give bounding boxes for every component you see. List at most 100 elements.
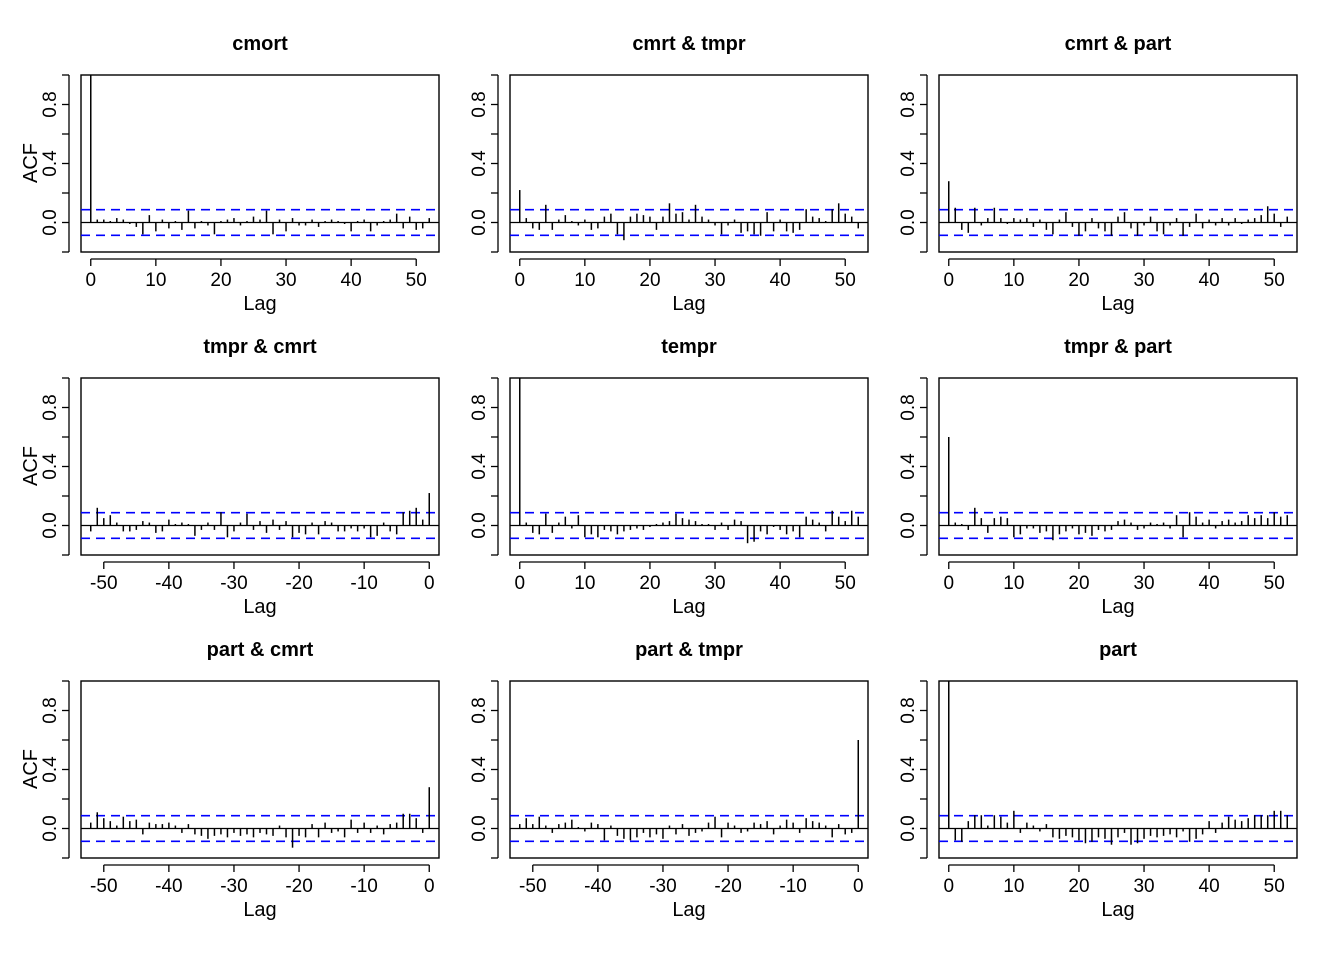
plot-frame [938,74,1298,253]
x-axis-label: Lag [1101,293,1134,315]
x-tick-label: 20 [639,573,660,594]
plot-frame [509,680,869,859]
y-tick-label: 0.8 [469,91,490,117]
y-tick-label: 0.0 [40,209,61,235]
acf-panel-3: tmpr & cmrt -50 -40 -30 -20 -10 0 Lag 0.0 0.4 0.8 A… [20,336,440,618]
x-tick-label: 0 [943,573,954,594]
y-tick-label: 0.8 [898,697,919,723]
x-tick-label: 30 [275,270,296,291]
y-tick-label: 0.0 [469,512,490,538]
x-tick-label: 40 [341,270,362,291]
x-tick-label: 30 [704,270,725,291]
y-tick-label: 0.4 [40,150,61,177]
panel-title: part [1099,639,1137,661]
x-axis-label: Lag [243,899,276,921]
y-tick-label: 0.4 [898,453,919,480]
acf-panel-2: cmrt & part 0 10 20 30 40 50 Lag 0.0 0.4 0.8 [898,33,1298,315]
x-tick-label: 0 [943,876,954,897]
plot-frame [509,377,869,556]
x-tick-label: 50 [406,270,427,291]
x-axis-label: Lag [243,293,276,315]
x-tick-label: 0 [853,876,864,897]
y-tick-label: 0.8 [469,394,490,420]
panel-title: tmpr & cmrt [203,336,317,358]
plot-frame [509,74,869,253]
x-tick-label: 50 [835,573,856,594]
x-tick-label: -20 [285,876,312,897]
x-axis-label: Lag [1101,596,1134,618]
x-tick-label: -50 [90,573,117,594]
acf-panel-5: tmpr & part 0 10 20 30 40 50 Lag 0.0 0.4 0.8 [898,336,1298,618]
x-tick-label: -50 [90,876,117,897]
panel-title: part & tmpr [635,639,743,661]
x-tick-label: 40 [1199,270,1220,291]
x-axis-label: Lag [672,596,705,618]
y-tick-label: 0.8 [898,91,919,117]
x-tick-label: 10 [145,270,166,291]
x-tick-label: 50 [835,270,856,291]
x-tick-label: 20 [1068,876,1089,897]
x-tick-label: 10 [574,270,595,291]
y-tick-label: 0.8 [40,91,61,117]
x-tick-label: 40 [770,270,791,291]
x-tick-label: 40 [1199,876,1220,897]
x-tick-label: 30 [1133,270,1154,291]
x-tick-label: 30 [704,573,725,594]
x-tick-label: -10 [350,573,377,594]
x-axis-label: Lag [1101,899,1134,921]
x-tick-label: 30 [1133,573,1154,594]
x-tick-label: 0 [424,876,435,897]
y-tick-label: 0.4 [469,453,490,480]
x-axis-label: Lag [672,293,705,315]
acf-panel-8: part 0 10 20 30 40 50 Lag 0.0 0.4 0.8 [898,639,1298,921]
y-tick-label: 0.8 [40,394,61,420]
plot-frame [80,74,440,253]
x-tick-label: 20 [1068,270,1089,291]
y-axis-label: ACF [20,143,42,183]
y-axis-label: ACF [20,749,42,789]
x-tick-label: 40 [1199,573,1220,594]
x-tick-label: -40 [155,876,182,897]
y-tick-label: 0.8 [40,697,61,723]
x-tick-label: 20 [639,270,660,291]
y-tick-label: 0.4 [469,756,490,783]
plot-frame [938,680,1298,859]
x-tick-label: 40 [770,573,791,594]
y-tick-label: 0.0 [898,512,919,538]
y-tick-label: 0.0 [898,815,919,841]
acf-panel-0: cmort 0 10 20 30 40 50 Lag 0.0 0.4 0.8 ACF [20,33,440,315]
y-tick-label: 0.8 [898,394,919,420]
y-tick-label: 0.0 [469,815,490,841]
x-tick-label: 0 [85,270,96,291]
plot-frame [938,377,1298,556]
y-tick-label: 0.4 [898,756,919,783]
x-tick-label: 0 [514,573,525,594]
y-tick-label: 0.4 [469,150,490,177]
x-tick-label: -10 [350,876,377,897]
x-tick-label: 20 [1068,573,1089,594]
x-tick-label: 10 [1003,573,1024,594]
x-tick-label: 0 [943,270,954,291]
x-tick-label: 50 [1264,876,1285,897]
y-tick-label: 0.4 [40,453,61,480]
plot-frame [80,377,440,556]
y-tick-label: 0.0 [469,209,490,235]
panel-title: cmrt & tmpr [632,33,746,55]
y-axis-label: ACF [20,446,42,486]
x-tick-label: 30 [1133,876,1154,897]
x-tick-label: 20 [210,270,231,291]
x-tick-label: 10 [574,573,595,594]
plot-frame [80,680,440,859]
y-tick-label: 0.0 [898,209,919,235]
x-tick-label: -50 [519,876,546,897]
x-tick-label: 0 [424,573,435,594]
x-tick-label: -40 [584,876,611,897]
panel-title: cmort [232,33,288,55]
panel-title: cmrt & part [1065,33,1172,55]
x-tick-label: -20 [285,573,312,594]
x-tick-label: -30 [220,876,247,897]
x-axis-label: Lag [672,899,705,921]
x-tick-label: -30 [649,876,676,897]
panel-title: part & cmrt [207,639,314,661]
